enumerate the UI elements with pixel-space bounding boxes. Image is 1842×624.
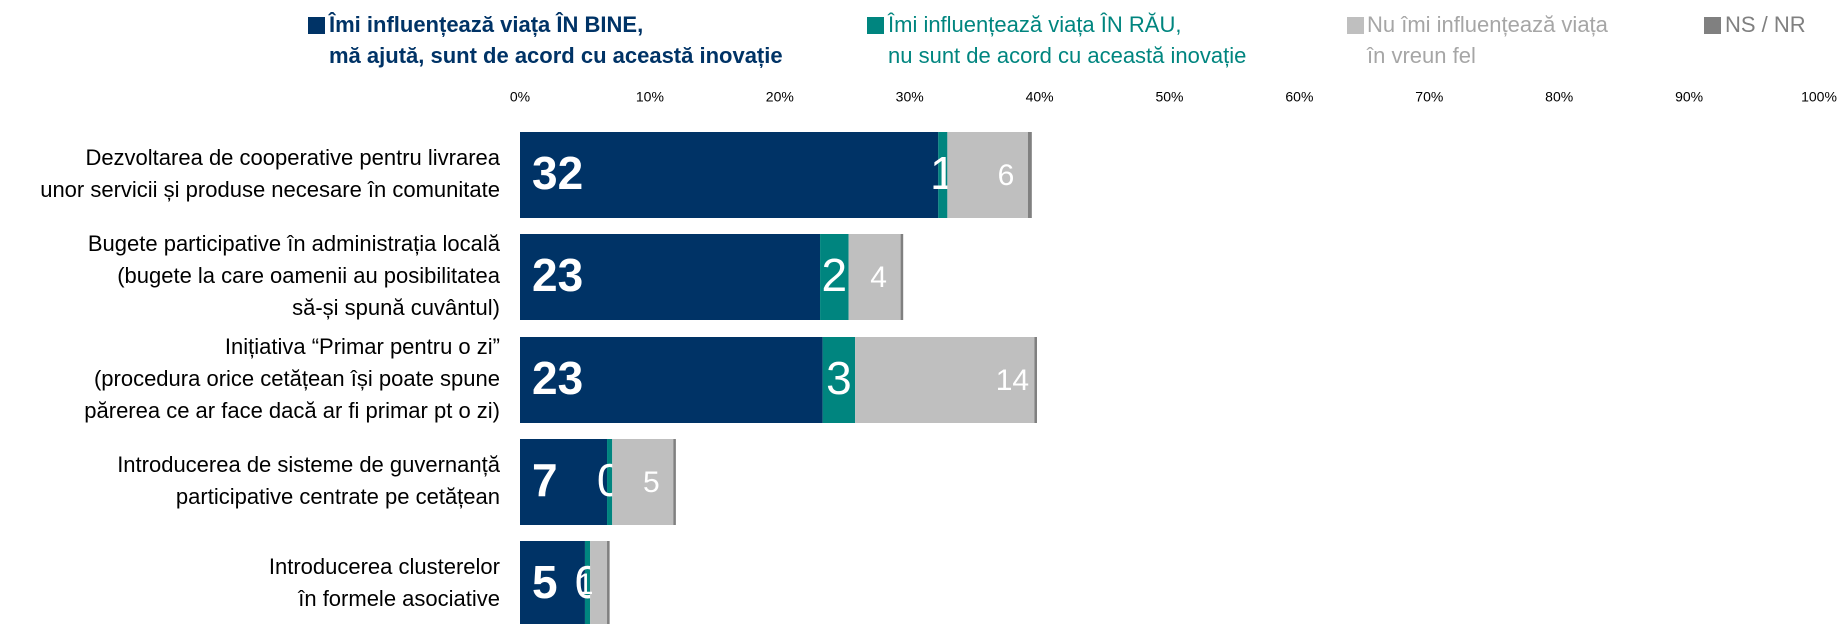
legend-swatch (1704, 17, 1721, 34)
legend-label: Îmi influențează viața ÎN BINE, mă ajută,… (328, 12, 783, 68)
bar-segment (673, 439, 676, 525)
x-tick-label: 80% (1545, 89, 1573, 105)
bar-segment (520, 541, 585, 624)
data-label: 7 (532, 454, 558, 506)
bar-segment (1027, 132, 1032, 218)
x-tick-label: 100% (1801, 89, 1837, 105)
category-label: Inițiativa “Primar pentru o zi” (procedur… (84, 334, 500, 423)
bar-segment (607, 439, 613, 525)
legend-swatch (867, 17, 884, 34)
bar-segment (520, 337, 823, 423)
bar-segment (607, 541, 610, 624)
legend-swatch (308, 17, 325, 34)
data-label: 6 (998, 159, 1015, 192)
x-tick-label: 90% (1675, 89, 1703, 105)
data-label: 3 (826, 352, 852, 404)
legend-swatch (1347, 17, 1364, 34)
category-label: Introducerea de sisteme de guvernanță par… (117, 452, 501, 509)
x-tick-label: 20% (766, 89, 794, 105)
x-tick-label: 40% (1026, 89, 1054, 105)
legend-label: NS / NR (1725, 12, 1806, 37)
data-label: 1 (577, 568, 594, 601)
bar-segment (938, 132, 948, 218)
data-label: 23 (532, 352, 583, 404)
data-label: 14 (996, 364, 1029, 397)
x-tick-label: 50% (1155, 89, 1183, 105)
data-label: 32 (532, 147, 583, 199)
bar-segment (584, 541, 591, 624)
bar-segment (520, 439, 608, 525)
bar-segment (855, 337, 1035, 423)
data-label: 2 (822, 249, 848, 301)
x-tick-label: 60% (1285, 89, 1313, 105)
category-label: Introducerea clusterelor în formele asoci… (269, 554, 500, 611)
bar-segment (612, 439, 674, 525)
category-label: Bugete participative în administrația lo… (88, 231, 501, 320)
bar-segment (520, 234, 821, 320)
bar-segment (848, 234, 901, 320)
legend-label: Nu îmi influențează viața în vreun fel (1366, 12, 1609, 68)
bar-segment (520, 132, 939, 218)
data-label: 23 (532, 249, 583, 301)
bar-segment (1034, 337, 1038, 423)
bar-segment (822, 337, 856, 423)
data-label: 5 (532, 556, 558, 608)
bar-segment (900, 234, 904, 320)
x-tick-label: 0% (510, 89, 530, 105)
category-label: Dezvoltarea de cooperative pentru livrar… (40, 145, 501, 202)
x-tick-label: 70% (1415, 89, 1443, 105)
x-tick-label: 30% (896, 89, 924, 105)
bar-segment (947, 132, 1028, 218)
legend-label: Îmi influențează viața ÎN RĂU, nu sunt de… (887, 12, 1246, 68)
data-label: 5 (643, 466, 660, 499)
bar-segment (820, 234, 849, 320)
bar-segment (590, 541, 608, 624)
data-label: 4 (870, 261, 887, 294)
x-tick-label: 10% (636, 89, 664, 105)
